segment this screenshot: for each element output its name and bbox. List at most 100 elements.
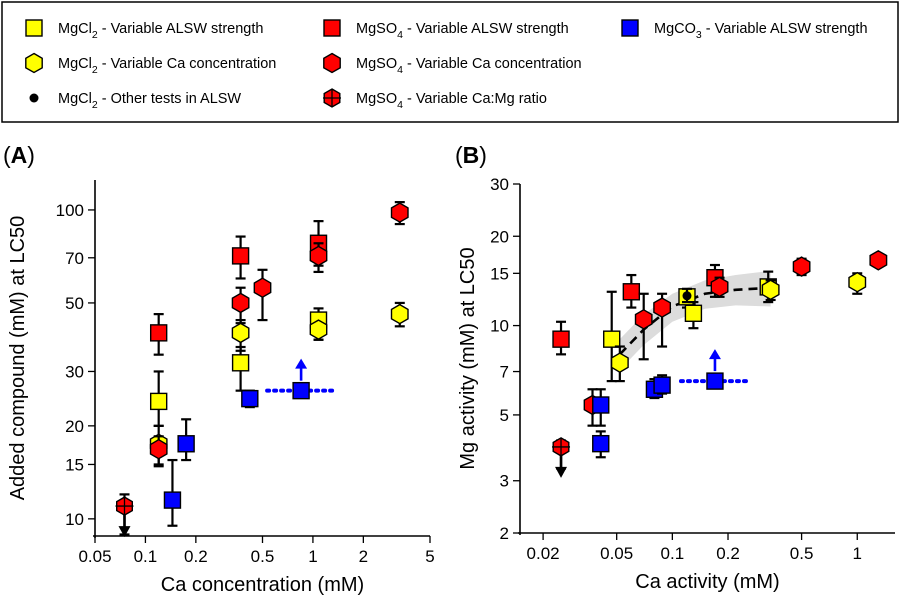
panel-label-open: ( [455, 142, 463, 168]
y-tick-label: 10 [65, 510, 84, 529]
data-point [681, 287, 692, 304]
point-marker [177, 435, 195, 453]
x-tick-label: 0.1 [134, 547, 158, 566]
confidence-band [619, 270, 771, 370]
data-point [253, 268, 272, 322]
data-point [231, 235, 250, 280]
y-tick-label: 2 [500, 524, 509, 543]
panel-label-letter: A [11, 142, 28, 168]
x-axis-label: Ca activity (mM) [635, 571, 779, 593]
legend-marker-4 [323, 52, 341, 74]
panel-label-close: ) [27, 142, 35, 168]
legend-label-2: MgCl2 - Other tests in ALSW [58, 91, 241, 111]
legend-formula-0: MgCl [58, 21, 92, 37]
data-point [390, 201, 409, 226]
point-marker [706, 372, 724, 390]
point-marker [292, 381, 310, 400]
x-axis-label: Ca concentration (mM) [161, 574, 364, 596]
data-point [653, 374, 671, 395]
point-marker [592, 434, 610, 453]
point-marker [682, 291, 692, 301]
panel-a: 0.05 0.1 0.2 0.5 1 2 5 10 15 20 30 50 70 100 Ca concen… [3, 142, 435, 596]
data-point [653, 292, 671, 348]
fit-line [618, 286, 771, 356]
point-marker [253, 277, 272, 299]
point-marker [552, 437, 571, 457]
data-point [610, 345, 629, 383]
data-point [710, 276, 729, 298]
point-marker [610, 352, 629, 374]
legend-description-4: - Variable Ca concentration [403, 56, 582, 72]
y-tick-label: 10 [490, 317, 509, 336]
legend-formula-5: MgSO [356, 91, 397, 107]
data-point [552, 437, 571, 478]
legend-subscript-6: 3 [696, 29, 702, 41]
x-tick-label: 0.5 [251, 547, 275, 566]
y-tick-label: 15 [490, 264, 509, 283]
legend-description-5: - Variable Ca:Mg ratio [403, 91, 547, 107]
legend-subscript-5: 4 [397, 99, 403, 111]
point-marker [761, 279, 780, 301]
legend-description-2: - Other tests in ALSW [98, 91, 242, 107]
point-marker [115, 496, 134, 516]
point-marker [848, 271, 867, 293]
point-marker [653, 376, 671, 394]
arrow-up-icon [295, 358, 308, 369]
data-point [390, 301, 409, 328]
x-tick-label: 0.05 [78, 547, 111, 566]
point-marker [710, 276, 729, 298]
point-marker [634, 308, 653, 330]
point-marker [390, 202, 409, 223]
point-marker [241, 389, 259, 408]
legend-subscript-0: 2 [92, 29, 98, 41]
legend-label-0: MgCl2 - Variable ALSW strength [58, 21, 263, 41]
x-tick-label: 1 [853, 544, 862, 563]
data-point [634, 292, 653, 361]
y-tick-label: 5 [500, 406, 509, 425]
legend-description-6: - Variable ALSW strength [702, 21, 868, 37]
x-tick-label: 0.5 [790, 544, 814, 563]
arrow-down-icon [555, 466, 568, 478]
legend-subscript-1: 2 [92, 64, 98, 76]
data-point [177, 418, 195, 462]
panel-label-open: ( [3, 142, 11, 168]
legend-marker-2 [29, 93, 39, 103]
data-point [115, 493, 134, 538]
y-tick-label: 30 [65, 362, 84, 381]
data-point [265, 358, 338, 400]
legend-marker-6 [621, 19, 639, 37]
legend-formula-6: MgCO [654, 21, 696, 37]
data-point [552, 320, 570, 356]
panel-b: 0.02 0.05 0.1 0.2 0.5 1 2 3 5 7 10 15 20 30 Ca activit… [455, 142, 895, 593]
y-tick-label: 30 [490, 175, 509, 194]
data-point [309, 319, 328, 341]
data-point [869, 249, 888, 271]
y-tick-label: 20 [490, 227, 509, 246]
point-marker [592, 396, 610, 414]
legend-marker-1 [25, 52, 43, 74]
data-point [231, 345, 250, 392]
legend-formula-4: MgSO [356, 56, 397, 72]
point-marker [149, 438, 168, 460]
point-marker [653, 297, 671, 318]
x-tick-label: 0.2 [716, 544, 740, 563]
point-marker [149, 392, 168, 411]
legend-label-5: MgSO4 - Variable Ca:Mg ratio [356, 91, 547, 111]
data-point [622, 273, 641, 309]
data-point [231, 318, 250, 352]
data-point [848, 271, 867, 295]
data-point [309, 242, 328, 274]
arrow-up-icon [708, 349, 721, 360]
point-marker [622, 283, 641, 301]
point-marker [552, 330, 570, 348]
y-tick-label: 50 [65, 294, 84, 313]
point-marker [231, 247, 250, 265]
data-point [149, 313, 168, 356]
data-point [761, 279, 780, 302]
point-marker [792, 256, 811, 277]
panel-label: (B) [455, 142, 487, 168]
point-marker [684, 304, 703, 323]
